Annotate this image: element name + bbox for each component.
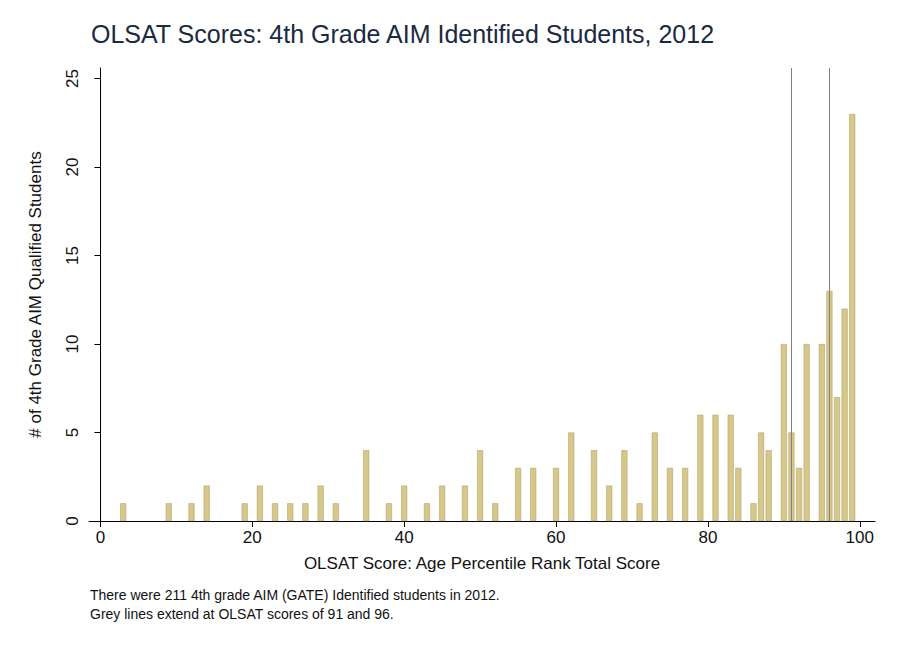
svg-text:OLSAT Scores: 4th Grade AIM Id: OLSAT Scores: 4th Grade AIM Identified S… (91, 20, 714, 48)
svg-text:15: 15 (63, 246, 82, 265)
svg-text:80: 80 (698, 528, 717, 547)
svg-text:There were 211 4th grade AIM (: There were 211 4th grade AIM (GATE) Iden… (90, 587, 500, 603)
svg-text:0: 0 (96, 528, 105, 547)
svg-text:20: 20 (63, 158, 82, 177)
svg-text:OLSAT Score: Age Percentile Ra: OLSAT Score: Age Percentile Rank Total S… (304, 554, 660, 573)
svg-text:0: 0 (63, 516, 82, 525)
svg-text:25: 25 (63, 69, 82, 88)
svg-text:10: 10 (63, 335, 82, 354)
svg-text:20: 20 (243, 528, 262, 547)
svg-text:40: 40 (395, 528, 414, 547)
svg-text:# of 4th Grade AIM Qualified S: # of 4th Grade AIM Qualified Students (26, 151, 45, 437)
svg-text:Grey lines extend at OLSAT sco: Grey lines extend at OLSAT scores of 91 … (90, 606, 394, 622)
svg-text:100: 100 (846, 528, 874, 547)
svg-text:60: 60 (547, 528, 566, 547)
svg-text:5: 5 (63, 428, 82, 437)
